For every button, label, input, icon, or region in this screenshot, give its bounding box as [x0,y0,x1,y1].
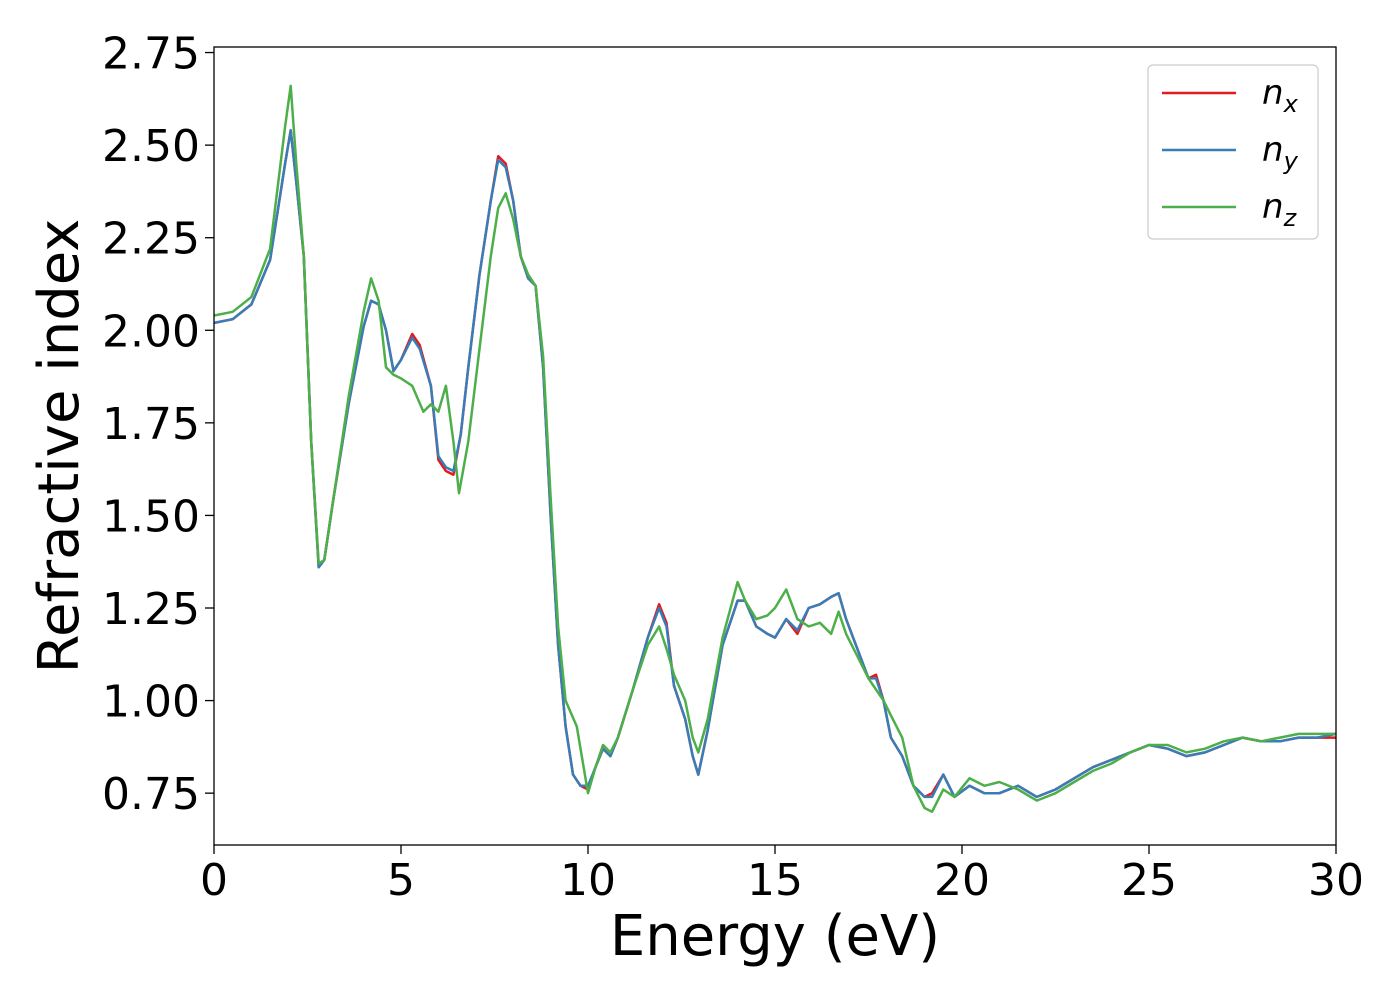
axes: 0 5 10 15 20 25 30 0.75 1.00 1.25 1.50 1.75 2.00 2.25… [27,29,1364,969]
y-tick-label: 1.50 [102,491,200,542]
x-axis-title: Energy (eV) [610,904,940,969]
series-line-nz [214,84,1336,813]
y-tick-label: 2.00 [102,306,200,357]
y-axis-title: Refractive index [27,219,92,674]
x-tick-label: 5 [387,855,415,906]
y-tick-label: 2.25 [102,214,200,265]
x-tick-label: 10 [560,855,616,906]
x-tick-label: 25 [1121,855,1177,906]
legend-box [1147,64,1319,240]
y-tick-label: 2.75 [102,29,200,80]
legend-label-nx: nx [1262,73,1299,118]
y-tick-label: 1.00 [102,677,200,728]
x-tick-label: 0 [200,855,228,906]
series-line-ny [214,129,1336,799]
plot-area [214,84,1336,813]
x-tick-label: 30 [1308,855,1364,906]
x-tick-label: 20 [934,855,990,906]
x-tick-label: 15 [747,855,803,906]
y-tick-label: 0.75 [102,769,200,820]
y-tick-label: 2.50 [102,121,200,172]
y-tick-label: 1.75 [102,399,200,450]
y-tick-label: 1.25 [102,584,200,635]
